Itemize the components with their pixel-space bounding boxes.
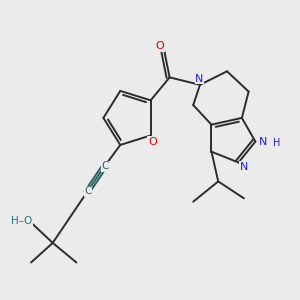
- Text: O: O: [148, 136, 157, 147]
- Text: H: H: [273, 138, 280, 148]
- Text: H–O: H–O: [11, 216, 32, 226]
- Text: N: N: [259, 137, 267, 147]
- Text: C: C: [85, 186, 92, 196]
- Text: N: N: [195, 74, 203, 84]
- Text: C: C: [101, 161, 109, 171]
- Text: N: N: [240, 161, 248, 172]
- Text: O: O: [156, 41, 164, 51]
